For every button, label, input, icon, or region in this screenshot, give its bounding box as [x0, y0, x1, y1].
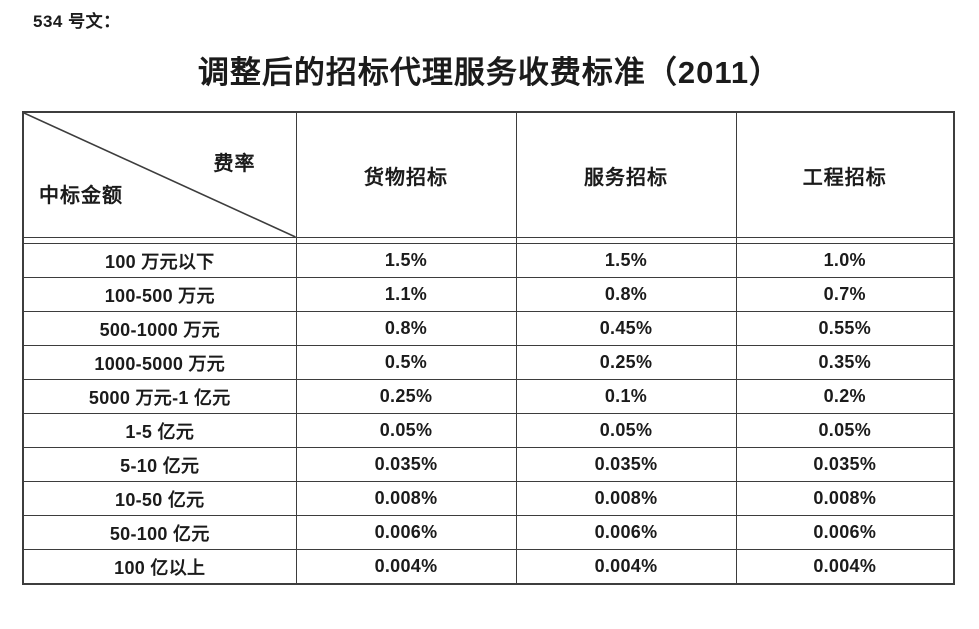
rate-cell: 0.035%: [735, 447, 955, 482]
rate-cell: 0.006%: [515, 515, 737, 550]
column-header-engineering: 工程招标: [735, 111, 955, 238]
table-row: 100 亿以上 0.004% 0.004% 0.004%: [22, 549, 955, 585]
corner-header-cell: 费率 中标金额: [22, 111, 297, 238]
rate-cell: 0.004%: [515, 549, 737, 585]
diagonal-divider-line: [24, 113, 296, 237]
bid-amount-label: 中标金额: [39, 185, 123, 207]
table-row: 50-100 亿元 0.006% 0.006% 0.006%: [22, 515, 955, 550]
row-label: 5-10 亿元: [22, 447, 297, 482]
table-row: 5-10 亿元 0.035% 0.035% 0.035%: [22, 447, 955, 482]
header-row: 费率 中标金额 货物招标 服务招标 工程招标: [22, 111, 955, 238]
rate-cell: 0.008%: [295, 481, 517, 516]
rate-cell: 0.004%: [735, 549, 955, 585]
row-label: 10-50 亿元: [22, 481, 297, 516]
rate-cell: 0.006%: [295, 515, 517, 550]
rate-cell: 0.35%: [735, 345, 955, 380]
row-label: 50-100 亿元: [22, 515, 297, 550]
page-title: 调整后的招标代理服务收费标准（2011）: [197, 55, 782, 90]
rate-cell: 0.008%: [515, 481, 737, 516]
rate-cell: 0.1%: [515, 379, 737, 414]
rate-cell: 1.1%: [295, 277, 517, 312]
rate-cell: 0.006%: [735, 515, 955, 550]
rate-cell: 0.5%: [295, 345, 517, 380]
rate-cell: 0.45%: [515, 311, 737, 346]
column-header-services: 服务招标: [515, 111, 737, 238]
rate-cell: 0.05%: [295, 413, 517, 448]
rate-cell: 0.2%: [735, 379, 955, 414]
row-label: 100 亿以上: [22, 549, 297, 585]
table-body: 费率 中标金额 货物招标 服务招标 工程招标 100 万元以下 1.5% 1.5…: [22, 111, 955, 585]
column-header-goods: 货物招标: [295, 111, 517, 238]
fee-rate-label: 费率: [213, 153, 256, 175]
rate-cell: 0.008%: [735, 481, 955, 516]
rate-cell: 0.8%: [295, 311, 517, 346]
row-label: 100-500 万元: [22, 277, 297, 312]
rate-cell: 0.7%: [735, 277, 955, 312]
rate-cell: 0.05%: [515, 413, 737, 448]
row-label: 500-1000 万元: [22, 311, 297, 346]
rate-cell: 0.05%: [735, 413, 955, 448]
rate-cell: 0.8%: [515, 277, 737, 312]
rate-cell: 0.035%: [295, 447, 517, 482]
table-row: 500-1000 万元 0.8% 0.45% 0.55%: [22, 311, 955, 346]
table-row: 5000 万元-1 亿元 0.25% 0.1% 0.2%: [22, 379, 955, 414]
rate-cell: 1.5%: [295, 243, 517, 278]
doc-number-label: 534 号文：: [33, 12, 121, 31]
rate-cell: 0.25%: [295, 379, 517, 414]
rate-cell: 1.0%: [735, 243, 955, 278]
rate-cell: 0.004%: [295, 549, 517, 585]
table-row: 1-5 亿元 0.05% 0.05% 0.05%: [22, 413, 955, 448]
table-row: 10-50 亿元 0.008% 0.008% 0.008%: [22, 481, 955, 516]
fee-table-container: 费率 中标金额 货物招标 服务招标 工程招标 100 万元以下 1.5% 1.5…: [22, 111, 955, 585]
rate-cell: 1.5%: [515, 243, 737, 278]
table-row: 1000-5000 万元 0.5% 0.25% 0.35%: [22, 345, 955, 380]
table-row: 100 万元以下 1.5% 1.5% 1.0%: [22, 243, 955, 278]
fee-table: 费率 中标金额 货物招标 服务招标 工程招标 100 万元以下 1.5% 1.5…: [22, 111, 955, 585]
row-label: 1-5 亿元: [22, 413, 297, 448]
row-label: 1000-5000 万元: [22, 345, 297, 380]
rate-cell: 0.55%: [735, 311, 955, 346]
rate-cell: 0.25%: [515, 345, 737, 380]
rate-cell: 0.035%: [515, 447, 737, 482]
row-label: 100 万元以下: [22, 243, 297, 278]
table-row: 100-500 万元 1.1% 0.8% 0.7%: [22, 277, 955, 312]
row-label: 5000 万元-1 亿元: [22, 379, 297, 414]
